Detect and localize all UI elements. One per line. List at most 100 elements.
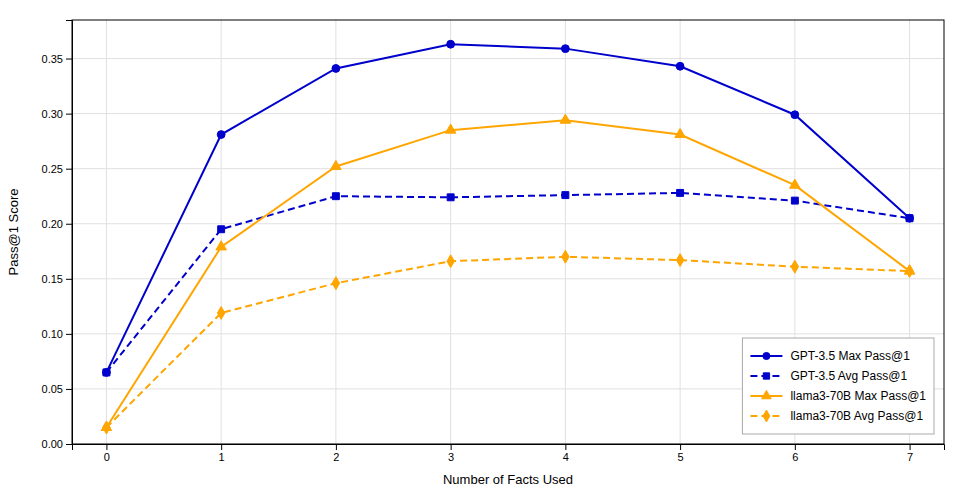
tick-mark xyxy=(221,444,222,450)
tick: 6 xyxy=(792,444,798,463)
axis-line xyxy=(73,445,945,451)
axis-line xyxy=(66,21,73,445)
tick: 2 xyxy=(333,444,339,463)
data-point xyxy=(332,65,340,73)
chart-container: 012345670.000.050.100.150.200.250.300.35… xyxy=(0,0,964,496)
grid-line xyxy=(72,333,944,334)
data-point xyxy=(445,124,456,133)
legend-entry: GPT-3.5 Max Pass@1 xyxy=(750,349,910,363)
y-axis: 0.000.050.100.150.200.250.300.35 xyxy=(42,21,73,451)
data-point xyxy=(906,214,914,222)
tick: 0.20 xyxy=(42,218,72,230)
legend-entry: llama3-70B Avg Pass@1 xyxy=(750,409,923,423)
chart-svg: 012345670.000.050.100.150.200.250.300.35… xyxy=(0,0,964,496)
tick: 4 xyxy=(563,444,569,463)
tick-mark xyxy=(66,444,72,445)
legend-box xyxy=(742,338,934,434)
data-point xyxy=(906,265,913,278)
grid-line xyxy=(565,20,566,444)
tick-mark xyxy=(66,389,72,390)
data-point xyxy=(560,114,571,123)
tick: 0.05 xyxy=(42,383,72,395)
grid-line xyxy=(72,168,944,169)
data-point xyxy=(218,226,225,233)
data-point xyxy=(676,62,684,70)
grid-line xyxy=(72,113,944,114)
tick-mark xyxy=(106,444,107,450)
grid-line xyxy=(72,223,944,224)
data-point xyxy=(906,215,913,222)
tick-label: 0.15 xyxy=(42,273,63,285)
data-point xyxy=(103,421,110,434)
tick-mark xyxy=(66,224,72,225)
legend-entry: GPT-3.5 Avg Pass@1 xyxy=(750,369,907,383)
y-axis-title: Pass@1 Score xyxy=(6,189,21,276)
tick-mark xyxy=(66,279,72,280)
data-point xyxy=(791,260,798,273)
grid-line xyxy=(335,20,336,444)
tick-label: 0.20 xyxy=(42,218,63,230)
data-point xyxy=(447,194,454,201)
legend-label: llama3-70B Max Pass@1 xyxy=(790,389,926,403)
tick-label: 0.05 xyxy=(42,383,63,395)
marks xyxy=(101,40,915,434)
data-point xyxy=(217,131,225,139)
legend-label: GPT-3.5 Avg Pass@1 xyxy=(790,369,907,383)
legend-marker xyxy=(762,390,772,398)
tick: 0 xyxy=(104,444,110,463)
tick-label: 2 xyxy=(333,451,339,463)
data-point xyxy=(562,192,569,199)
tick-mark xyxy=(66,334,72,335)
data-point xyxy=(675,128,686,137)
tick-mark xyxy=(66,114,72,115)
tick: 5 xyxy=(678,444,684,463)
tick-label: 0.35 xyxy=(42,53,63,65)
legend-entry: llama3-70B Max Pass@1 xyxy=(750,389,926,403)
legend-marker xyxy=(763,373,769,379)
tick: 0.25 xyxy=(42,163,72,175)
legend-label: GPT-3.5 Max Pass@1 xyxy=(790,349,910,363)
data-point xyxy=(791,111,799,119)
data-point xyxy=(677,189,684,196)
tick-mark xyxy=(680,444,681,450)
tick: 7 xyxy=(907,444,913,463)
data-point xyxy=(447,255,454,268)
tick-label: 4 xyxy=(563,451,569,463)
tick: 0.35 xyxy=(42,53,72,65)
x-axis-title: Number of Facts Used xyxy=(443,472,573,487)
legend-label: llama3-70B Avg Pass@1 xyxy=(790,409,923,423)
tick-mark xyxy=(336,444,337,450)
tick-label: 7 xyxy=(907,451,913,463)
tick-mark xyxy=(795,444,796,450)
data-point xyxy=(332,193,339,200)
data-point xyxy=(331,160,342,169)
legend-marker xyxy=(763,410,770,422)
data-point xyxy=(791,197,798,204)
tick-mark xyxy=(565,444,566,450)
tick: 0.15 xyxy=(42,273,72,285)
data-point xyxy=(562,250,569,263)
tick-label: 0.25 xyxy=(42,163,63,175)
grid-line xyxy=(450,20,451,444)
series-line xyxy=(106,44,909,372)
data-point xyxy=(332,277,339,290)
tick-mark xyxy=(66,59,72,60)
tick-mark xyxy=(66,169,72,170)
data-point xyxy=(790,179,801,188)
tick-label: 0.10 xyxy=(42,328,63,340)
data-point xyxy=(561,45,569,53)
tick-label: 0 xyxy=(104,451,110,463)
tick: 3 xyxy=(448,444,454,463)
data-point xyxy=(217,306,224,319)
tick-label: 3 xyxy=(448,451,454,463)
data-point xyxy=(216,241,227,250)
tick-label: 5 xyxy=(678,451,684,463)
grid-line xyxy=(72,278,944,279)
legend: GPT-3.5 Max Pass@1 GPT-3.5 Avg Pass@1 llam… xyxy=(742,338,934,434)
tick-label: 1 xyxy=(219,451,225,463)
tick: 0.00 xyxy=(42,438,72,450)
plot-frame xyxy=(72,20,944,444)
data-point xyxy=(103,369,110,376)
grid-line xyxy=(106,20,107,444)
tick-mark xyxy=(910,444,911,450)
